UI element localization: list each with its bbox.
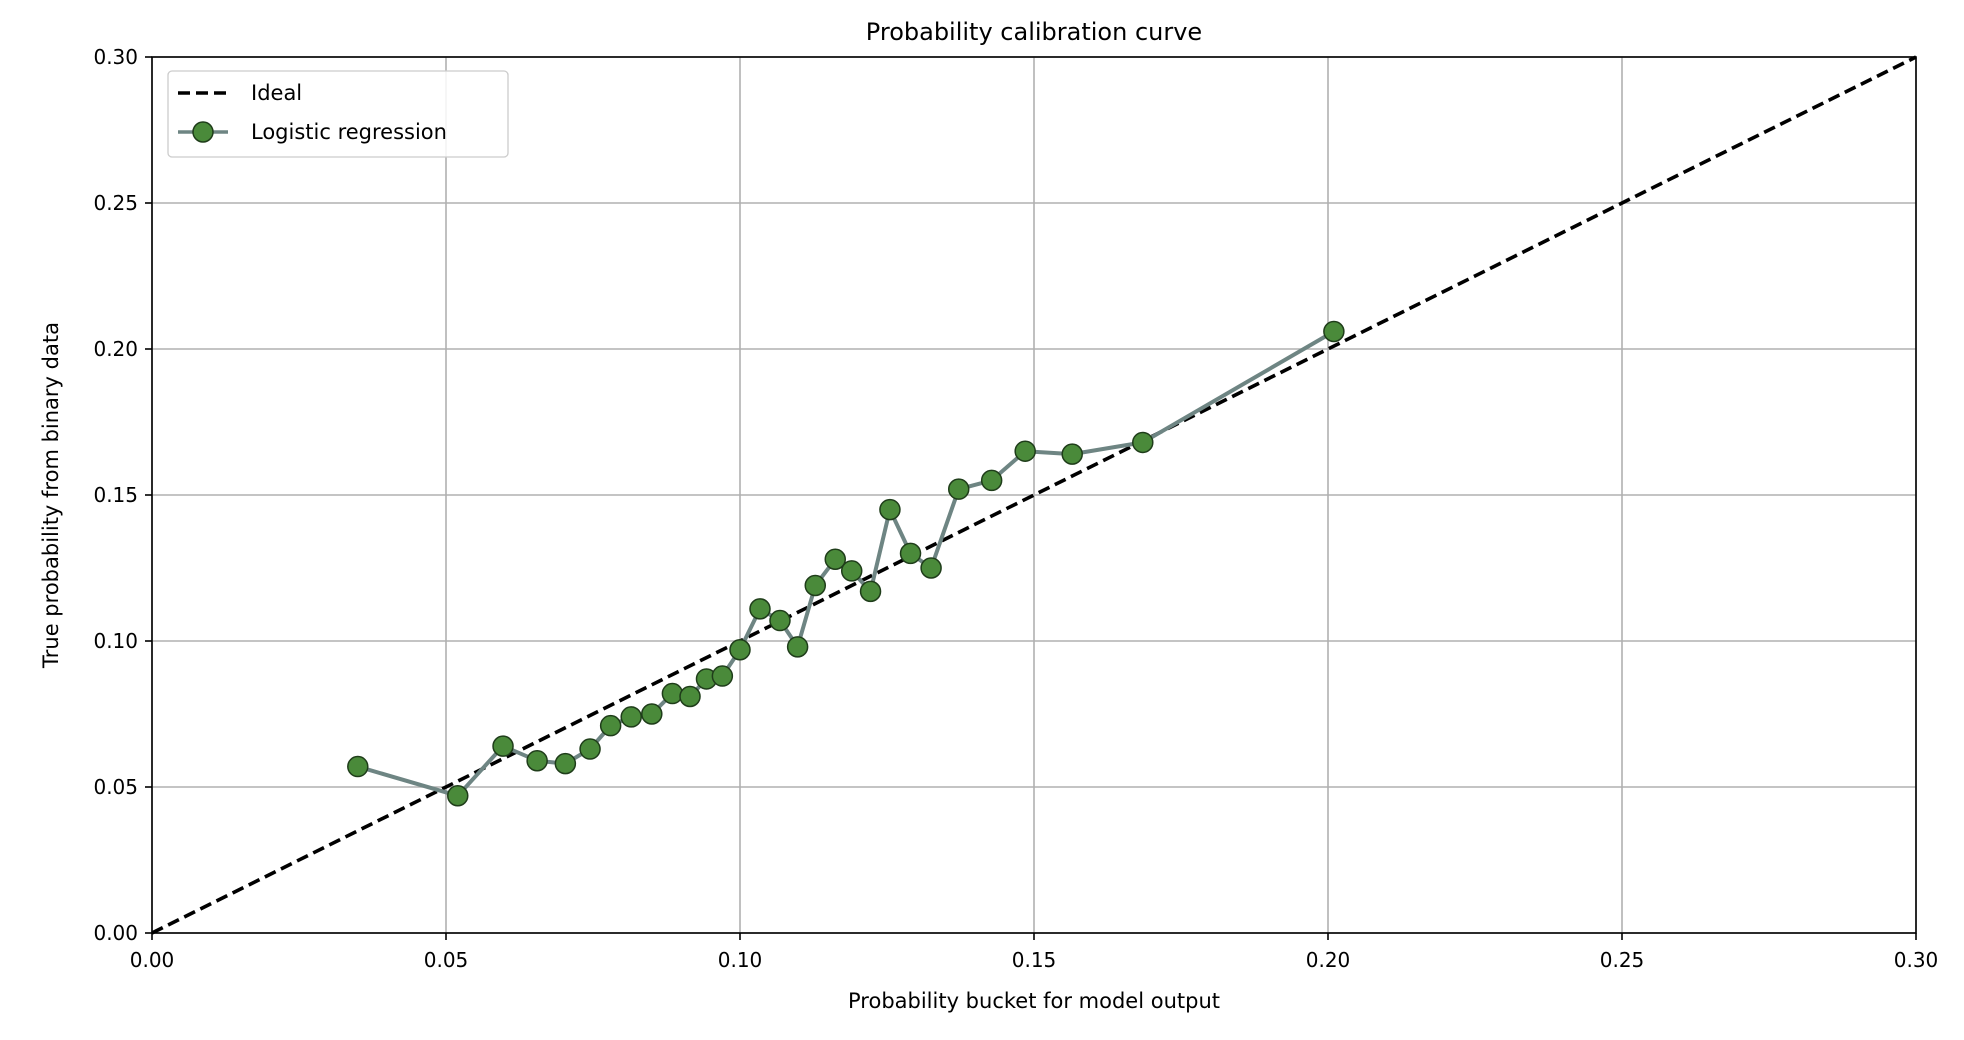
legend-ideal-label: Ideal [251,81,302,105]
logistic-regression-point [679,685,701,708]
logistic-regression-series [347,320,1345,807]
logistic-regression-point [899,542,922,565]
logistic-regression-point [492,735,514,757]
ideal-series [151,55,1917,935]
logistic-regression-point [729,639,751,661]
logistic-regression-point [769,609,791,632]
logistic-regression-point [824,548,847,570]
logistic-regression-point [859,580,882,603]
axis-ticks: 0.00 0.05 0.10 0.15 0.20 0.25 0.30 0.00 0.05 0.10… [93,45,1938,972]
logistic-regression-point [526,749,548,772]
logistic-regression-point [661,682,684,705]
x-axis-label: Probability bucket for model output [848,989,1220,1013]
x-tick-label: 0.05 [424,948,469,972]
legend: Ideal Logistic regression [167,70,509,158]
x-tick-label: 0.20 [1306,948,1351,972]
logistic-regression-point [711,665,734,687]
legend-box [167,70,509,158]
logistic-regression-point [620,706,642,728]
logistic-regression-point [879,498,901,521]
y-axis-label: True probability from binary data [39,322,63,669]
logistic-regression-point [947,478,970,500]
x-tick-label: 0.25 [1600,948,1645,972]
logistic-regression-point [920,557,942,579]
y-tick-label: 0.25 [93,191,138,215]
y-tick-label: 0.05 [93,775,138,799]
y-tick-label: 0.10 [93,629,138,653]
chart-title: Probability calibration curve [866,18,1202,46]
x-tick-label: 0.15 [1012,948,1057,972]
logistic-regression-point [1061,443,1083,465]
legend-logistic-marker [192,121,214,143]
y-tick-label: 0.20 [93,337,138,361]
x-tick-label: 0.30 [1894,948,1939,972]
logistic-regression-point [840,560,863,582]
logistic-regression-point [579,738,601,760]
legend-logistic-label: Logistic regression [251,120,447,144]
x-tick-label: 0.10 [718,948,763,972]
y-tick-label: 0.30 [93,45,138,69]
y-tick-label: 0.00 [93,921,138,945]
logistic-regression-point [980,469,1003,492]
logistic-regression-point [1323,320,1345,343]
x-tick-label: 0.00 [130,948,175,972]
logistic-regression-point [804,574,827,597]
logistic-regression-point [447,785,469,807]
logistic-regression-point [1132,431,1154,454]
logistic-regression-point [786,636,809,658]
logistic-regression-point [599,714,622,737]
logistic-regression-point [641,703,663,725]
y-tick-label: 0.15 [93,483,138,507]
logistic-regression-point [749,598,771,620]
logistic-regression-point [554,752,577,775]
logistic-regression-point [347,755,369,778]
ideal-line [151,55,1917,935]
logistic-regression-point [1014,440,1036,462]
